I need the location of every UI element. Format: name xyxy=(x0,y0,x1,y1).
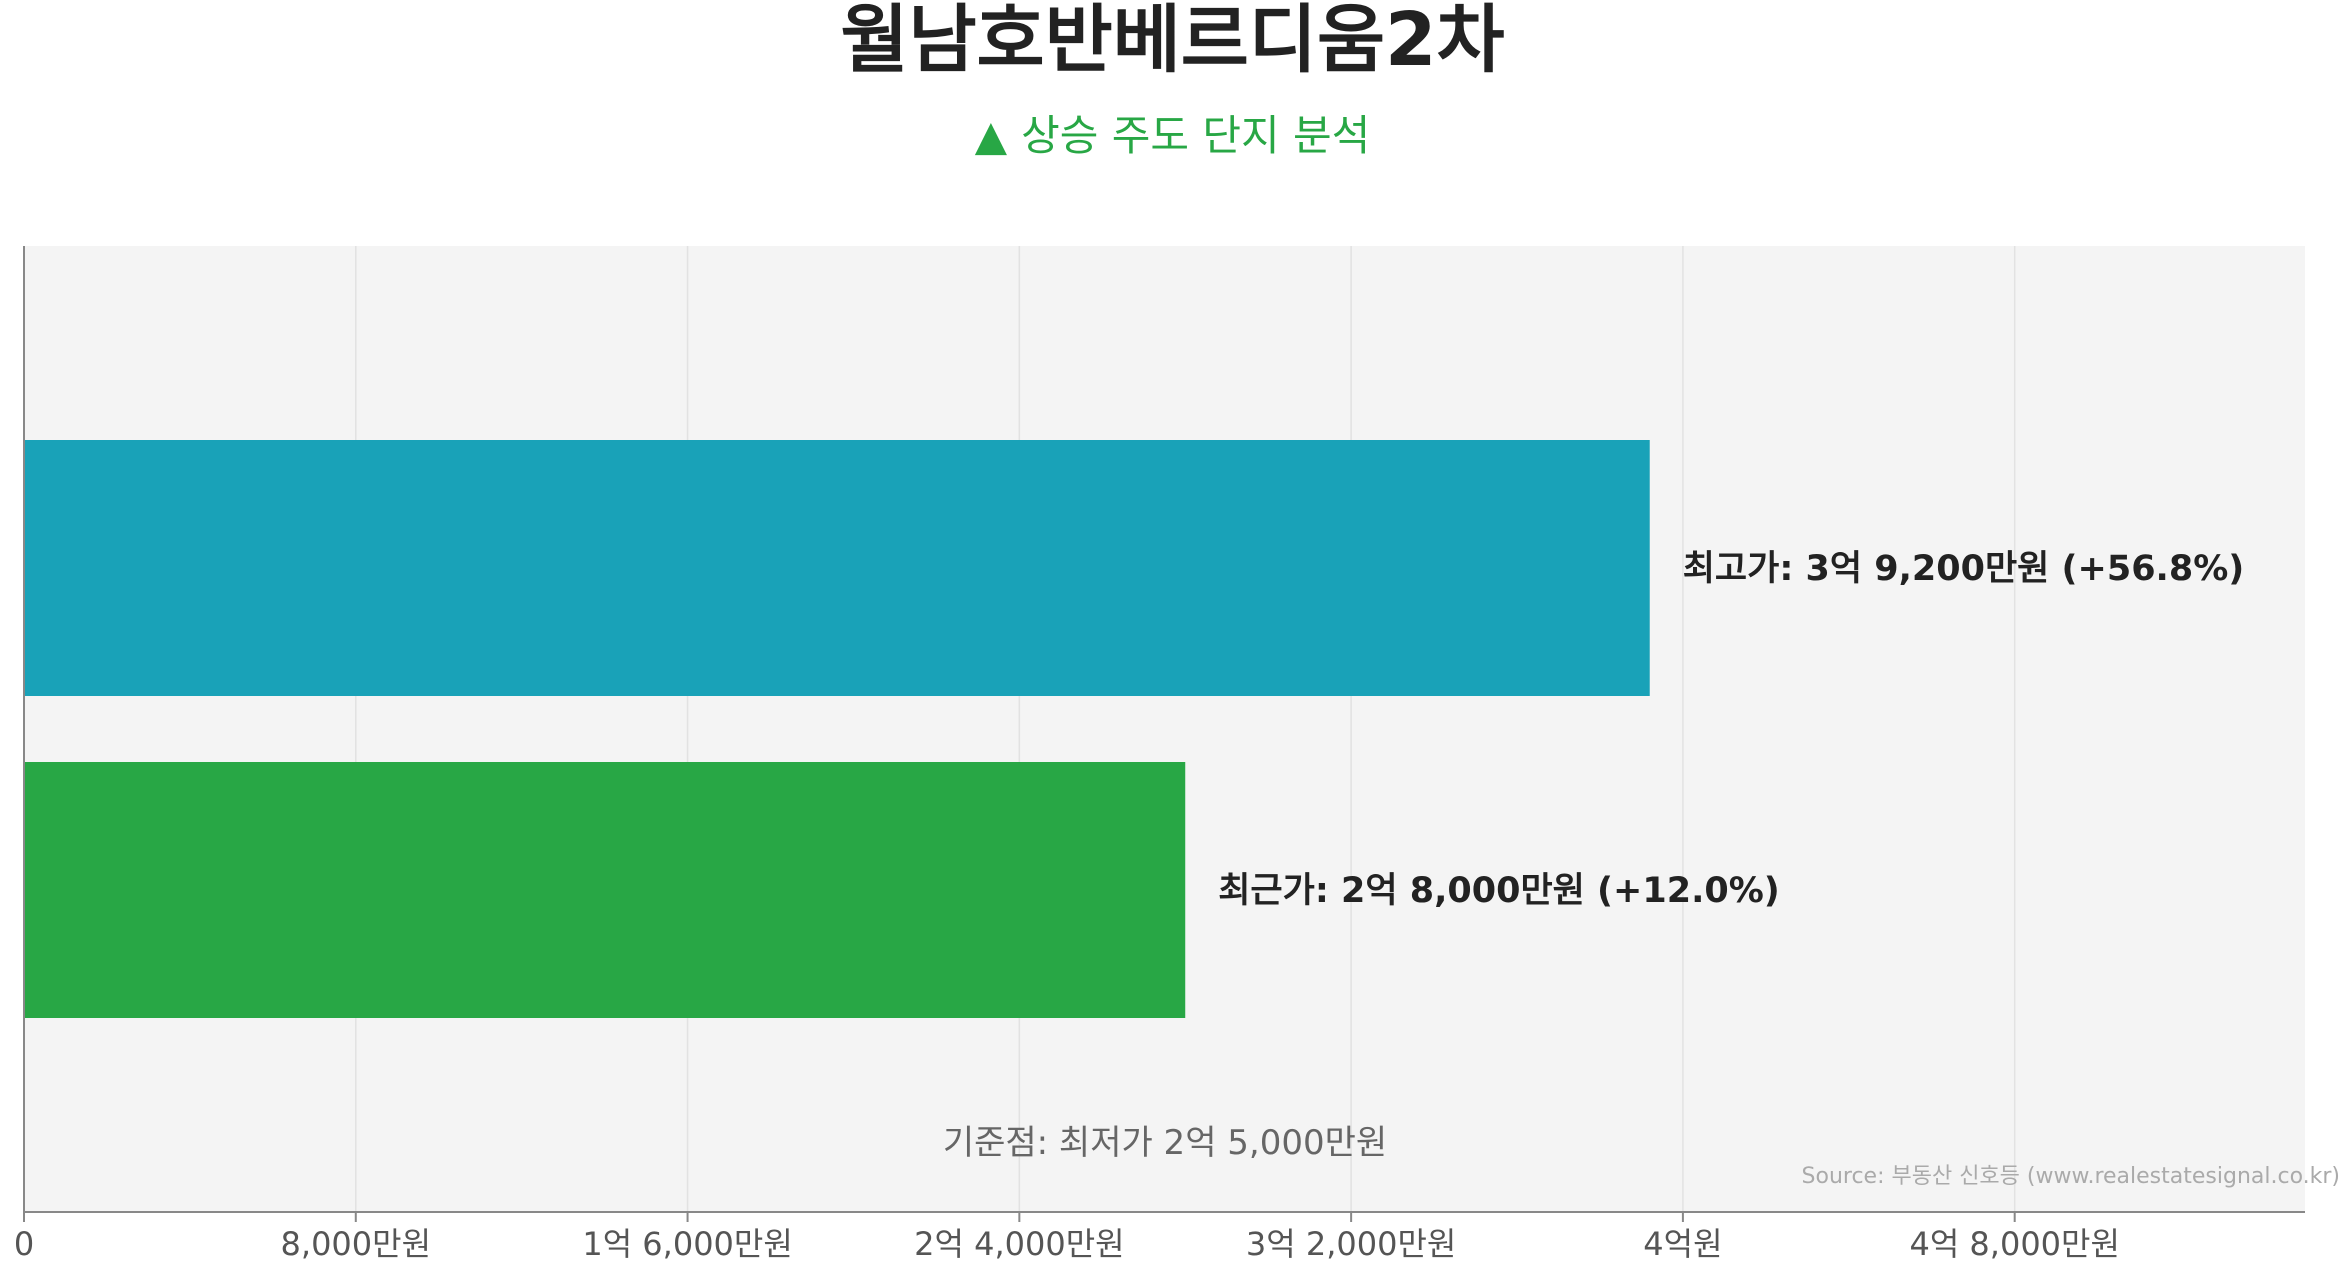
bar-high-price xyxy=(24,440,1650,696)
bar-label-recent-price: 최근가: 2억 8,000만원 (+12.0%) xyxy=(1218,871,1780,911)
bar-label-high-price: 최고가: 3억 9,200만원 (+56.8%) xyxy=(1683,549,2245,589)
source-note: Source: 부동산 신호등 (www.realestatesignal.co… xyxy=(1802,1164,2340,1189)
x-tick-label: 4억 8,000만원 xyxy=(1909,1225,2119,1263)
grid-lines xyxy=(355,246,2016,1212)
bar-labels: 최고가: 3억 9,200만원 (+56.8%) 최근가: 2억 8,000만원 … xyxy=(1218,549,2244,911)
x-tick-label: 2억 4,000만원 xyxy=(914,1225,1124,1263)
x-tick-label: 0 xyxy=(14,1225,34,1263)
x-tick-label: 1억 6,000만원 xyxy=(582,1225,792,1263)
triangle-up-icon: ▲ xyxy=(974,111,1008,160)
subtitle-text: 상승 주도 단지 분석 xyxy=(1021,111,1371,160)
baseline-note: 기준점: 최저가 2억 5,000만원 xyxy=(943,1123,1387,1163)
bars xyxy=(24,440,1650,1018)
plot-background xyxy=(24,246,2305,1212)
x-tick-label: 8,000만원 xyxy=(281,1225,432,1263)
x-tick-label: 4억원 xyxy=(1643,1225,1722,1263)
chart-subtitle: ▲ 상승 주도 단지 분석 xyxy=(0,108,2345,164)
bar-recent-price xyxy=(24,762,1186,1018)
x-axis-ticks: 0 8,000만원 1억 6,000만원 2억 4,000만원 3억 2,000만원 4억… xyxy=(14,1212,2120,1263)
chart-title: 월남호반베르디움2차 xyxy=(840,0,1505,83)
x-tick-label: 3억 2,000만원 xyxy=(1246,1225,1456,1263)
